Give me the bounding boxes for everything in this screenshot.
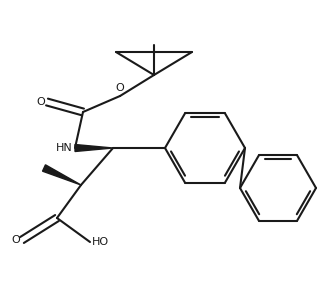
Text: HN: HN <box>56 143 73 153</box>
Text: HO: HO <box>92 237 109 247</box>
Text: O: O <box>36 97 45 107</box>
Text: O: O <box>116 83 124 93</box>
Polygon shape <box>43 165 81 185</box>
Text: O: O <box>11 235 20 245</box>
Polygon shape <box>75 145 113 152</box>
